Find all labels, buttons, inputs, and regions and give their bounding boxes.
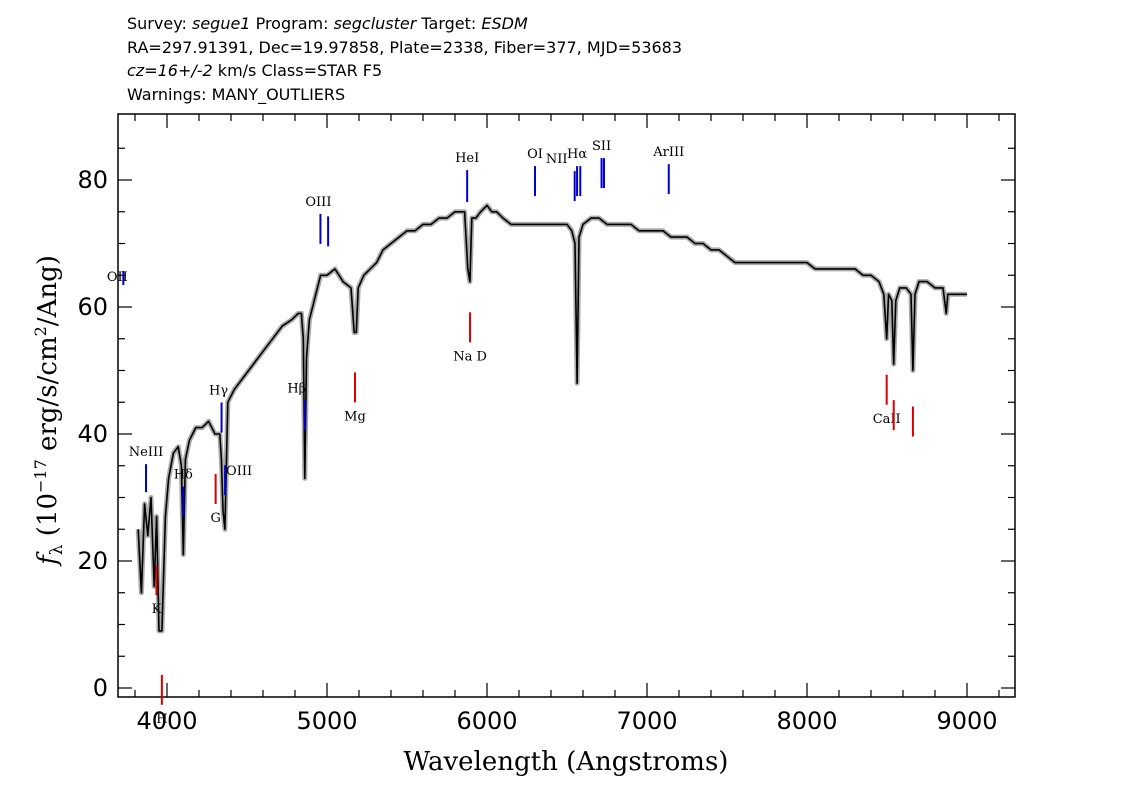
absorption-line-label: Mg (344, 409, 366, 424)
y-axis-label: fλ (10−17 erg/s/cm2/Ang) (31, 255, 67, 567)
target-label: Target: (421, 14, 477, 33)
line-markers: OII NeIII Hδ Hγ OIII Hβ OIII HeI OI NII Hα SII ArIII… (107, 139, 914, 727)
emission-line-label: ArIII (652, 145, 684, 160)
header-line-warnings: Warnings: MANY_OUTLIERS (127, 84, 346, 104)
target-value: ESDM (481, 14, 528, 33)
emission-line-label: Hδ (174, 468, 193, 483)
y-tick-label: 80 (77, 166, 108, 194)
emission-line-label: NII (546, 152, 568, 167)
absorption-line-label: K (152, 602, 162, 617)
header-line-redshift: cz=16+/-2 km/s Class=STAR F5 (127, 59, 682, 83)
x-axis-label: Wavelength (Angstroms) (404, 747, 729, 777)
y-tick-label: 40 (77, 420, 108, 448)
absorption-line-label: G (210, 511, 220, 526)
emission-line-label: Hα (567, 147, 587, 162)
emission-line-label: OI (527, 147, 543, 162)
survey-label: Survey: (127, 14, 187, 33)
x-tick-label: 6000 (456, 707, 517, 735)
spectrum-header: Survey: segue1 Program: segcluster Targe… (127, 12, 682, 106)
emission-line-label: Hγ (209, 383, 228, 398)
program-label: Program: (255, 14, 329, 33)
emission-line-label: NeIII (129, 445, 163, 460)
x-tick-label: 5000 (296, 707, 357, 735)
emission-line-label: SII (592, 139, 611, 154)
emission-line-label: HeI (455, 151, 479, 166)
y-tick-label: 0 (93, 674, 108, 702)
header-line-survey: Survey: segue1 Program: segcluster Targe… (127, 12, 682, 36)
absorption-line-label: H (156, 712, 167, 727)
x-tick-label: 9000 (936, 707, 997, 735)
absorption-line-label: Na D (453, 349, 487, 364)
emission-line-label: OIII (226, 464, 252, 479)
x-tick-label: 4000 (136, 707, 197, 735)
axis-ticks (118, 114, 1015, 697)
class-value: km/s Class=STAR F5 (212, 61, 383, 80)
x-tick-label: 7000 (616, 707, 677, 735)
y-tick-label: 20 (77, 547, 108, 575)
x-tick-label: 8000 (776, 707, 837, 735)
emission-line-label: Hβ (287, 381, 306, 396)
plot-frame (117, 113, 1016, 698)
spectrum-line (137, 204, 967, 632)
redshift-value: cz=16+/-2 (127, 61, 213, 80)
emission-line-label: OII (107, 270, 128, 285)
program-value: segcluster (333, 14, 417, 33)
axis-tick-labels: 4000 5000 6000 7000 8000 9000 0 20 40 60 80 (77, 166, 997, 735)
survey-value: segue1 (191, 14, 251, 33)
header-line-coordinates: RA=297.91391, Dec=19.97858, Plate=2338, … (127, 37, 683, 57)
absorption-line-label: CaII (873, 412, 901, 427)
emission-line-label: OIII (305, 195, 331, 210)
y-tick-label: 60 (77, 293, 108, 321)
